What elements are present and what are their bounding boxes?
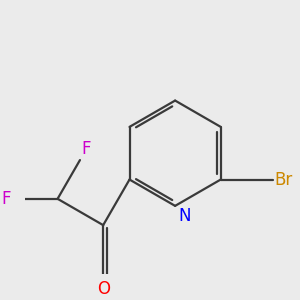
- Text: O: O: [97, 280, 110, 298]
- Text: N: N: [178, 207, 190, 225]
- Text: F: F: [82, 140, 91, 158]
- Text: F: F: [2, 190, 11, 208]
- Text: Br: Br: [275, 170, 293, 188]
